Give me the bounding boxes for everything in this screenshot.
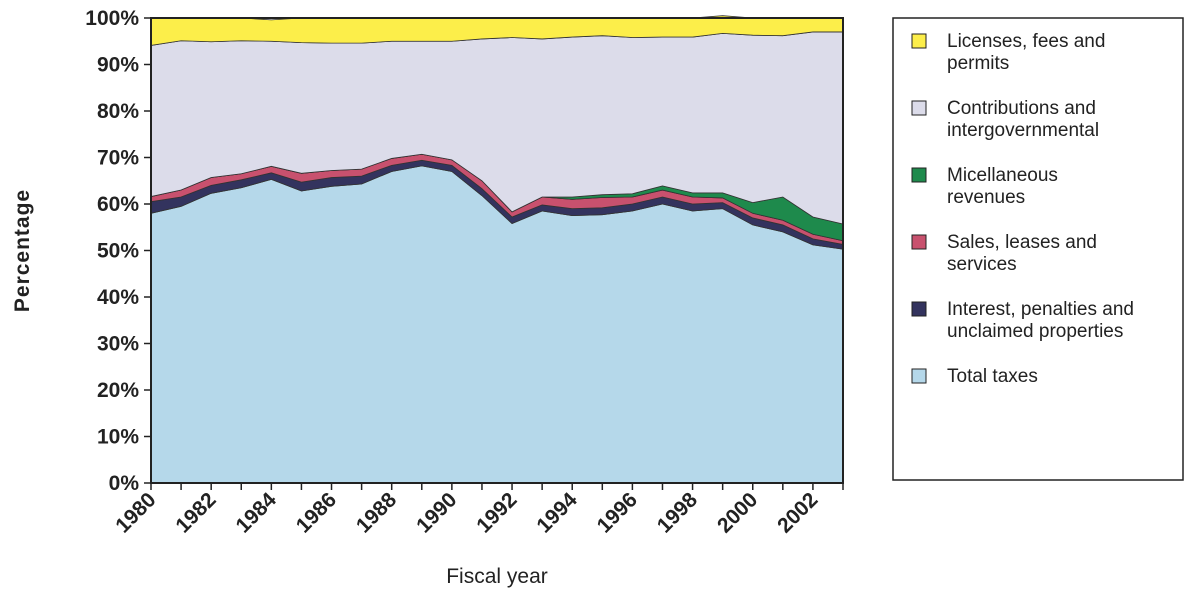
y-tick-label: 60% xyxy=(97,193,139,216)
x-tick-label: 1980 xyxy=(111,488,160,537)
y-tick-label: 80% xyxy=(97,100,139,123)
legend-item-contributions-and-intergovernmental: Contributions and intergovernmental xyxy=(911,98,1099,141)
legend-label: Interest, penalties and unclaimed propert… xyxy=(947,299,1134,342)
x-tick-label: 1992 xyxy=(472,488,521,537)
y-tick-label: 40% xyxy=(97,286,139,309)
x-tick-label: 1998 xyxy=(653,488,703,538)
legend-swatch xyxy=(911,167,927,183)
legend-label: Sales, leases and services xyxy=(947,232,1097,275)
y-tick-label: 0% xyxy=(109,472,140,495)
y-tick-label: 10% xyxy=(97,426,139,449)
legend-swatch xyxy=(911,301,927,317)
legend-swatch xyxy=(911,234,927,250)
legend-item-interest-penalties-and-unclaimed-properties: Interest, penalties and unclaimed propert… xyxy=(911,299,1134,342)
y-tick-label: 90% xyxy=(97,54,139,77)
legend: Licenses, fees and permits Contributions a… xyxy=(911,31,1134,387)
x-axis: 1980 1982 1984 1986 1988 1990 1992 1994 1996 1998… xyxy=(111,483,844,538)
x-tick-label: 2002 xyxy=(773,488,822,537)
x-tick-label: 1986 xyxy=(292,488,341,537)
legend-box xyxy=(892,17,1184,481)
legend-item-micellaneous-revenues: Micellaneous revenues xyxy=(911,165,1058,208)
y-tick-label: 50% xyxy=(97,240,139,263)
x-tick-label: 1988 xyxy=(352,488,402,538)
legend-swatch xyxy=(911,33,927,49)
legend-swatch xyxy=(911,100,927,116)
legend-label: Micellaneous revenues xyxy=(947,165,1058,208)
legend-item-sales-leases-and-services: Sales, leases and services xyxy=(911,232,1097,275)
y-tick-label: 100% xyxy=(85,7,139,30)
x-tick-label: 1984 xyxy=(232,488,282,538)
area-series-group xyxy=(150,15,844,484)
legend-label: Total taxes xyxy=(947,366,1038,387)
y-tick-label: 70% xyxy=(97,147,139,170)
legend-item-licenses-fees-and-permits: Licenses, fees and permits xyxy=(911,31,1105,74)
x-tick-label: 2000 xyxy=(713,488,762,537)
y-tick-label: 30% xyxy=(97,333,139,356)
x-axis-title: Fiscal year xyxy=(446,565,548,588)
x-tick-label: 1982 xyxy=(171,488,220,537)
y-tick-label: 20% xyxy=(97,379,139,402)
y-axis: 0% 10% 20% 30% 40% 50% 60% 70% 80% 90% 100% xyxy=(85,7,151,495)
legend-swatch xyxy=(911,368,927,384)
x-tick-label: 1990 xyxy=(412,488,461,537)
x-tick-label: 1994 xyxy=(532,488,582,538)
y-axis-title: Percentage xyxy=(11,189,34,312)
legend-label: Contributions and intergovernmental xyxy=(947,98,1099,141)
x-tick-label: 1996 xyxy=(593,488,642,537)
legend-item-total-taxes: Total taxes xyxy=(911,366,1038,387)
legend-label: Licenses, fees and permits xyxy=(947,31,1105,74)
